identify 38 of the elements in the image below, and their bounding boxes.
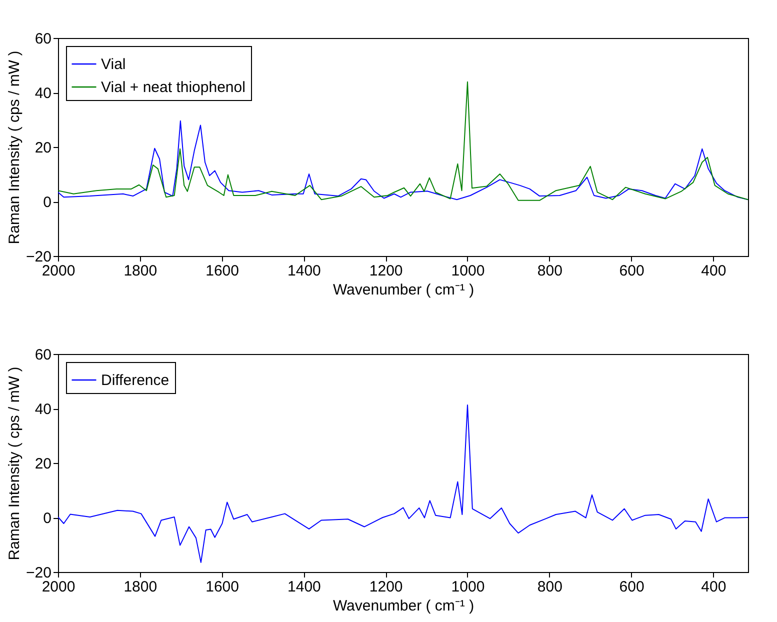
x-tick-label: 800 [537, 262, 562, 280]
y-tick-label: 40 [34, 401, 52, 418]
line-series [58, 404, 748, 563]
x-tick-label: 1000 [451, 262, 485, 280]
y-axis-title: Raman Intensity ( cps / mW ) [6, 50, 24, 244]
y-tick-label: −20 [26, 248, 52, 266]
x-tick-label: 1000 [451, 578, 485, 596]
y-tick-label: 60 [34, 30, 52, 48]
y-axis-title: Raman Intensity ( cps / mW ) [6, 366, 24, 560]
y-tick-label: 0 [43, 194, 52, 211]
x-tick-label: 1800 [124, 578, 158, 596]
x-tick-label: 1800 [124, 262, 158, 280]
x-axis-title: Wavenumber ( cm⁻¹ ) [332, 598, 474, 614]
legend-label: Difference [101, 372, 170, 389]
x-tick-label: 400 [701, 262, 726, 280]
x-tick-label: 1400 [288, 262, 321, 280]
legend-label: Vial [101, 56, 126, 73]
y-tick-label: 0 [43, 510, 52, 527]
x-tick-label: 400 [701, 578, 726, 596]
x-tick-label: 1600 [206, 262, 239, 280]
x-tick-label: 600 [619, 578, 644, 596]
x-tick-label: 2000 [42, 578, 76, 596]
y-tick-label: 60 [34, 346, 52, 364]
y-tick-label: −20 [26, 564, 52, 582]
x-tick-label: 800 [537, 578, 562, 596]
y-tick-label: 20 [34, 456, 52, 472]
x-tick-label: 1600 [206, 578, 239, 596]
x-tick-label: 1200 [369, 262, 403, 280]
y-tick-label: 40 [34, 85, 52, 102]
line-series [58, 120, 748, 200]
line-series [58, 81, 748, 201]
y-tick-label: 20 [34, 140, 52, 156]
legend-label: Vial + neat thiophenol [101, 79, 246, 96]
x-axis-title: Wavenumber ( cm⁻¹ ) [332, 282, 474, 298]
x-tick-label: 1400 [288, 578, 321, 596]
x-tick-label: 2000 [42, 262, 76, 280]
x-tick-label: 600 [619, 262, 644, 280]
x-tick-label: 1200 [369, 578, 403, 596]
